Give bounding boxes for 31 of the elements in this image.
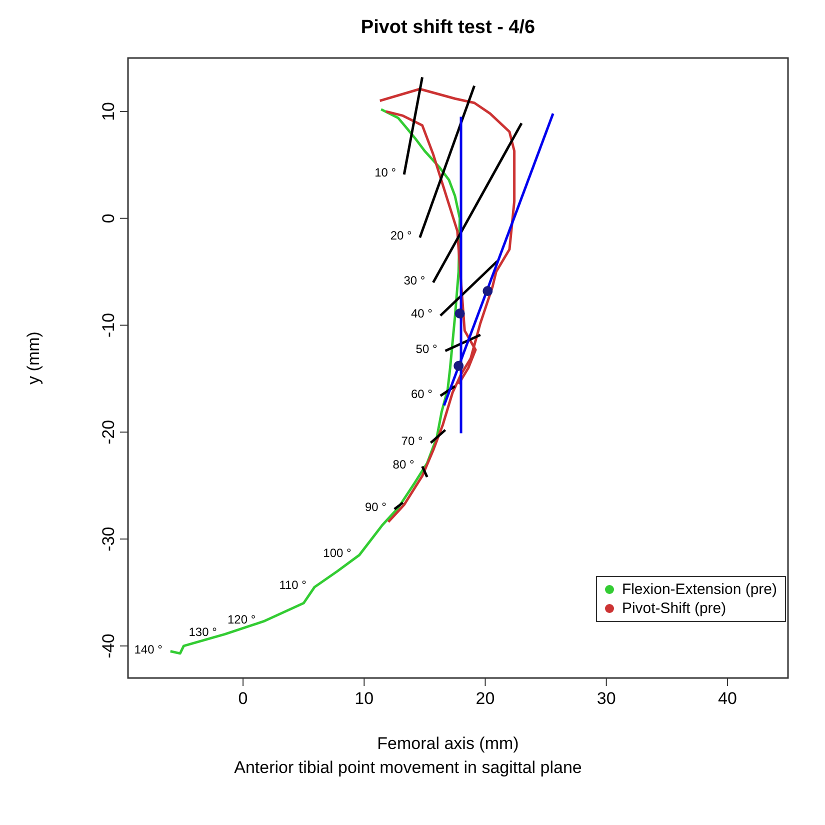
y-axis-title: y (mm) (24, 332, 44, 384)
x-tick-label: 30 (596, 689, 616, 708)
annotation: 100 ° (323, 546, 352, 560)
annotation: 30 ° (404, 273, 426, 288)
annotation: 80 ° (392, 457, 414, 472)
annotation: 10 ° (374, 166, 396, 180)
annotation: 50 ° (416, 342, 438, 356)
legend-label: Pivot-Shift (pre) (622, 599, 726, 618)
x-tick-label: 20 (476, 689, 495, 708)
chart-title: Pivot shift test - 4/6 (360, 16, 536, 40)
legend-label: Flexion-Extension (pre) (622, 580, 777, 599)
annotation: 140 ° (134, 642, 163, 656)
annotation: 20 ° (390, 228, 412, 243)
text: Anterior tibial point movement in sagittal plane (233, 758, 583, 778)
x-tick-label: 0 (238, 689, 248, 708)
annotation: 130 ° (188, 625, 218, 640)
annotation: 60 ° (410, 386, 433, 401)
annotation: 90 ° (364, 500, 387, 514)
annotation: 120 ° (227, 612, 256, 626)
y-tick-label: 0 (99, 214, 118, 224)
y-tick-label: 10 (99, 102, 118, 121)
annotation: 70 ° (401, 434, 423, 448)
y-tick-label: -20 (99, 420, 118, 444)
y-tick-label: -10 (99, 312, 118, 338)
y-tick-label: -40 (99, 634, 118, 658)
x-tick-label: 40 (718, 689, 737, 708)
annotation: 110 ° (279, 578, 307, 592)
y-tick-label: -30 (99, 526, 118, 552)
annotation: 40 ° (410, 306, 433, 321)
x-tick-label: 10 (354, 689, 374, 708)
x-axis-title: Femoral axis (mm) (376, 734, 520, 754)
